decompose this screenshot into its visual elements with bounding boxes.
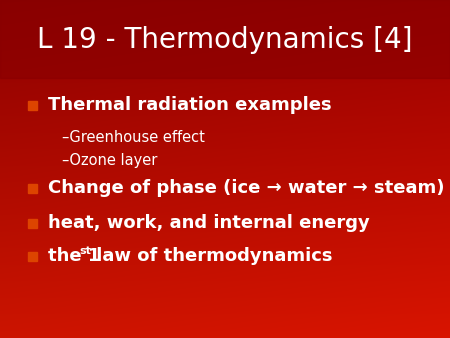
Text: Thermal radiation examples: Thermal radiation examples — [48, 96, 332, 114]
Text: Change of phase (ice → water → steam): Change of phase (ice → water → steam) — [48, 179, 445, 197]
Text: the 1: the 1 — [48, 247, 100, 265]
Text: heat, work, and internal energy: heat, work, and internal energy — [48, 214, 370, 232]
Text: st: st — [79, 246, 91, 256]
Text: –Greenhouse effect: –Greenhouse effect — [62, 130, 205, 145]
Text: law of thermodynamics: law of thermodynamics — [90, 247, 333, 265]
Bar — [28, 218, 37, 227]
Bar — [28, 100, 37, 110]
Text: L 19 - Thermodynamics [4]: L 19 - Thermodynamics [4] — [37, 26, 413, 54]
Bar — [28, 184, 37, 193]
Bar — [28, 251, 37, 261]
Text: –Ozone layer: –Ozone layer — [62, 153, 158, 169]
Bar — [0, 0, 450, 78]
